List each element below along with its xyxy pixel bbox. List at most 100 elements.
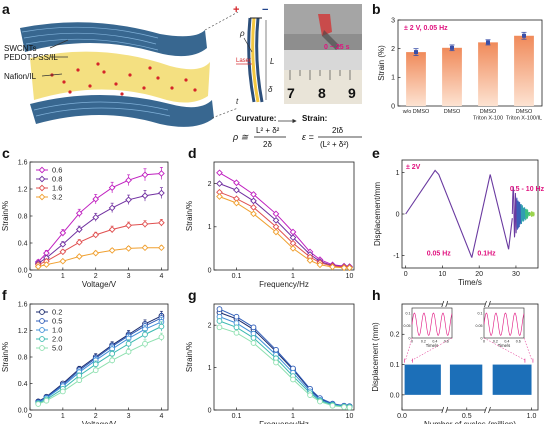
y-tick-label: -1 xyxy=(393,253,399,260)
inset-x-label: Time/s xyxy=(498,343,510,348)
inset-y-tick-label: 0 xyxy=(481,336,483,340)
data-point xyxy=(39,327,45,333)
axis-break-gap xyxy=(485,407,490,413)
data-point xyxy=(75,209,83,217)
data-point xyxy=(233,186,240,194)
ruler-number: 7 xyxy=(287,85,295,101)
axis-break-mark xyxy=(488,300,491,308)
legend-label: 5.0 xyxy=(52,344,62,353)
swcnt-bottom-texture xyxy=(33,101,171,117)
data-point xyxy=(75,238,83,246)
minus-sign: − xyxy=(262,4,268,16)
data-point xyxy=(125,176,132,184)
data-point xyxy=(158,219,165,227)
strain-lhs: ε = xyxy=(302,132,314,142)
x-tick-label: 1 xyxy=(291,273,295,280)
inset-y-tick-label: 0 xyxy=(409,336,411,340)
legend-label: 1.6 xyxy=(52,184,62,193)
series-line xyxy=(219,316,350,408)
data-point xyxy=(43,261,50,268)
data-point xyxy=(35,401,42,407)
axis-break-mark xyxy=(484,300,487,308)
y-axis-label: Displacement/mm xyxy=(373,182,382,246)
data-point xyxy=(272,228,280,236)
strain-formula: Strain: ε = 2tδ (L² + δ²) xyxy=(302,114,362,149)
x-tick-label: 2 xyxy=(94,413,98,420)
category-label: DMSO xyxy=(444,109,461,115)
layer-labels: SWCNTs PEDOT:PSS/IL Nafion/IL xyxy=(4,39,69,81)
x-tick-label: 10 xyxy=(439,271,447,278)
bent-strip-outer xyxy=(247,17,256,103)
ruler-number: 8 xyxy=(318,85,326,101)
x-tick-label: 0 xyxy=(404,271,408,278)
y-tick-label: 0.0 xyxy=(390,392,400,399)
panel-f-label: f xyxy=(2,287,7,303)
inset-trace xyxy=(483,312,525,336)
curvature-formula: Curvature: ρ ≅ L² + δ² 2δ xyxy=(232,114,286,149)
data-point xyxy=(125,348,132,355)
y-tick-label: 0.4 xyxy=(18,240,28,247)
data-point xyxy=(125,222,132,229)
data-point xyxy=(38,175,46,183)
y-tick-label: 2 xyxy=(391,46,395,53)
data-point xyxy=(233,324,240,331)
y-axis-label: Strain/% xyxy=(1,342,10,372)
chart-annotation: ± 2V xyxy=(406,164,421,171)
oscillation-trace xyxy=(529,211,535,217)
x-tick-label: 20 xyxy=(475,271,483,278)
legend-label: 0.2 xyxy=(52,308,62,317)
chart-annotation: 0.05 Hz xyxy=(427,251,452,258)
data-point xyxy=(250,335,257,341)
data-point xyxy=(59,229,67,237)
strain-numerator: 2tδ xyxy=(332,126,344,135)
data-point xyxy=(216,324,223,331)
layer-label: PEDOT:PSS/IL xyxy=(4,53,58,62)
data-point xyxy=(272,210,280,218)
axis-break-gap xyxy=(485,301,490,307)
x-tick-label: 0.1 xyxy=(232,413,242,420)
series-line xyxy=(38,222,162,266)
ruler-number: 9 xyxy=(348,85,356,101)
data-point xyxy=(158,170,165,177)
bar-mean-marker xyxy=(450,45,454,50)
panel-a: a SWCNTs PEDOT:PSS/IL Nafion/IL + xyxy=(2,1,362,149)
inset-x-tick-label: 0.2 xyxy=(421,340,426,344)
inset-bracket xyxy=(404,358,413,363)
bar-mean-marker xyxy=(522,33,526,38)
inset-x-label: Time/s xyxy=(426,343,438,348)
y-tick-label: 1 xyxy=(208,224,212,231)
inset-y-tick-label: 0.05 xyxy=(476,324,483,328)
plus-sign: + xyxy=(233,4,239,16)
x-tick-label: 1 xyxy=(291,413,295,420)
cycling-band xyxy=(404,364,441,395)
panel-a-label: a xyxy=(2,1,10,17)
data-point xyxy=(216,306,223,312)
y-tick-label: 2 xyxy=(208,181,212,188)
x-tick-label: 0 xyxy=(28,273,32,280)
y-axis-label: Strain/% xyxy=(185,342,194,372)
data-point xyxy=(272,216,280,224)
data-point xyxy=(250,197,257,205)
x-tick-label: 1.0 xyxy=(527,413,537,420)
data-point xyxy=(158,323,165,330)
bar xyxy=(514,35,534,107)
data-point xyxy=(158,189,165,197)
inset-x-tick-label: 0.6 xyxy=(516,340,521,344)
chart-annotation: 0.1Hz xyxy=(477,251,496,258)
bar xyxy=(478,42,498,106)
inset-x-tick-label: 0.2 xyxy=(493,340,498,344)
panel-b-label: b xyxy=(372,1,381,17)
bar xyxy=(442,47,462,106)
y-tick-label: 0 xyxy=(208,267,212,274)
y-tick-label: 0.4 xyxy=(18,381,28,388)
layer-label: Nafion/IL xyxy=(4,72,37,81)
data-point xyxy=(125,340,132,347)
bent-strip-inner xyxy=(255,17,264,103)
data-point xyxy=(216,193,223,200)
cycling-band xyxy=(492,364,532,395)
data-point xyxy=(250,210,257,218)
x-tick-label: 3 xyxy=(127,413,131,420)
x-tick-label: 1 xyxy=(61,413,65,420)
y-tick-label: 1.6 xyxy=(18,301,28,308)
series-line xyxy=(219,172,350,267)
